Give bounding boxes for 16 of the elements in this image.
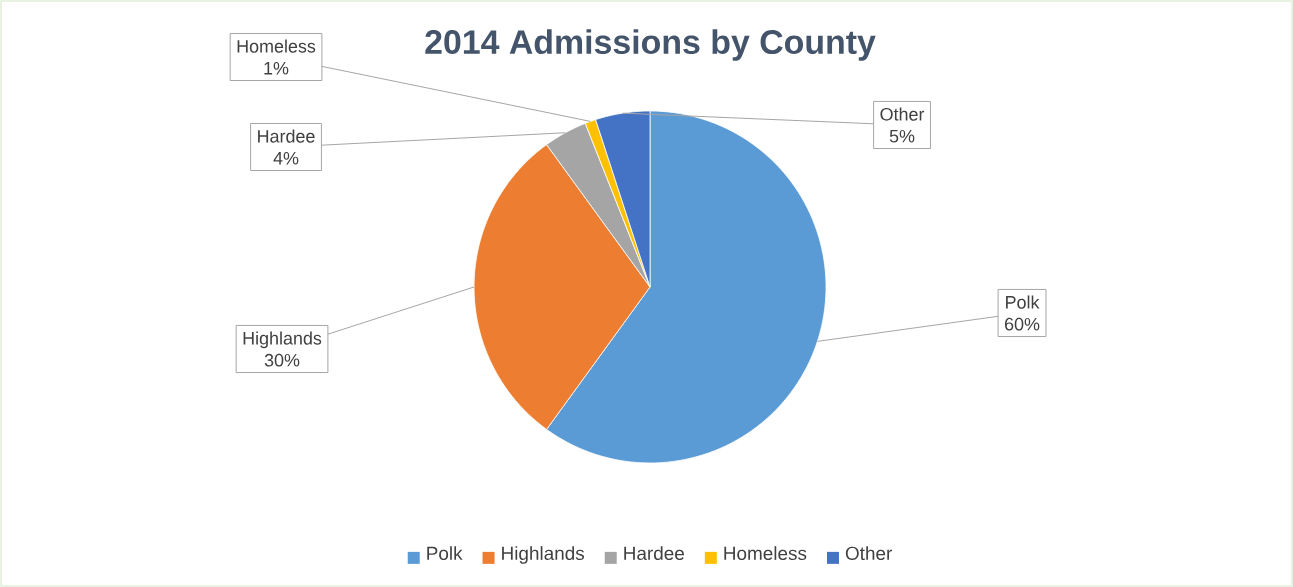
legend-label: Highlands: [502, 546, 585, 564]
data-label: 30%: [264, 353, 300, 367]
slice-label: Other: [880, 107, 925, 121]
data-label: 1%: [264, 61, 289, 75]
legend-label: Hardee: [624, 546, 684, 561]
slice-label: Highlands: [243, 331, 322, 349]
chart-title: 2014 Admissions by County: [425, 29, 876, 61]
data-label: 60%: [1004, 317, 1040, 331]
data-label: 4%: [273, 151, 299, 165]
data-label: 5%: [889, 129, 915, 143]
legend-label: Other: [845, 546, 893, 561]
legend-label: Polk: [427, 546, 463, 561]
slice-label: Homeless: [237, 39, 316, 53]
slice-label: Hardee: [258, 129, 315, 143]
slice-label: Polk: [1006, 295, 1040, 309]
legend-label: Homeless: [724, 546, 807, 561]
